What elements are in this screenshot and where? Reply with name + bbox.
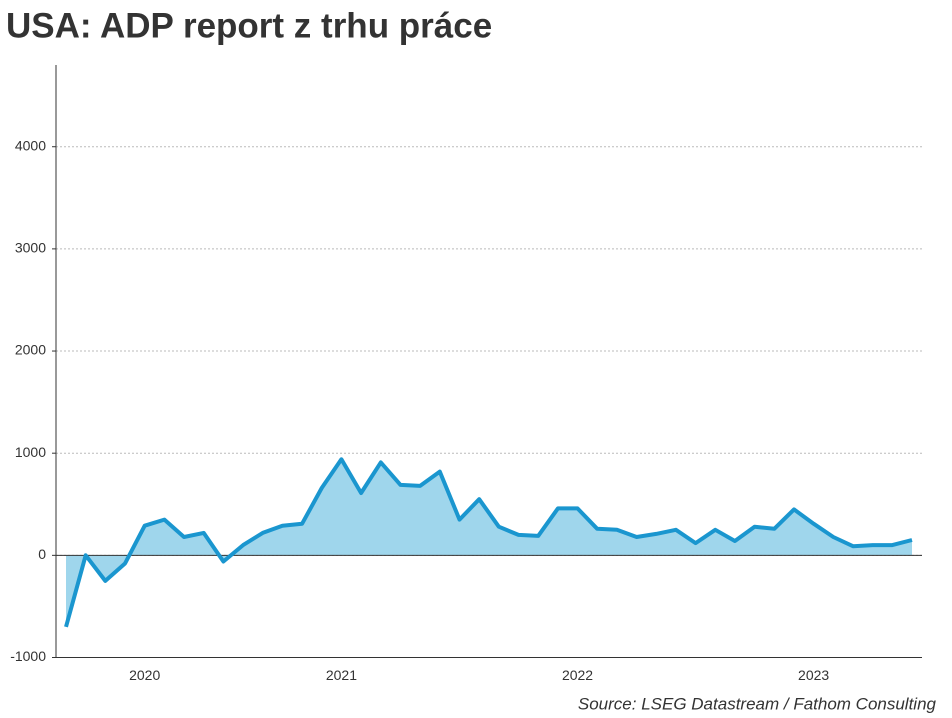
chart-title: USA: ADP report z trhu práce	[6, 6, 492, 45]
x-tick-label: 2023	[798, 667, 829, 683]
line	[64, 457, 913, 628]
y-tick-label: 0	[38, 546, 46, 562]
y-tick-label: -1000	[10, 648, 46, 664]
area	[66, 459, 912, 627]
y-tick-label: 2000	[15, 342, 46, 358]
y-tick-label: 1000	[15, 444, 46, 460]
x-tick-label: 2020	[129, 667, 160, 683]
x-tick-label: 2022	[562, 667, 593, 683]
y-tick-label: 3000	[15, 240, 46, 256]
x-tick-label: 2021	[326, 667, 357, 683]
source: Source: LSEG Datastream / Fathom Consult…	[578, 694, 937, 713]
y-tick-label: 4000	[15, 137, 46, 153]
